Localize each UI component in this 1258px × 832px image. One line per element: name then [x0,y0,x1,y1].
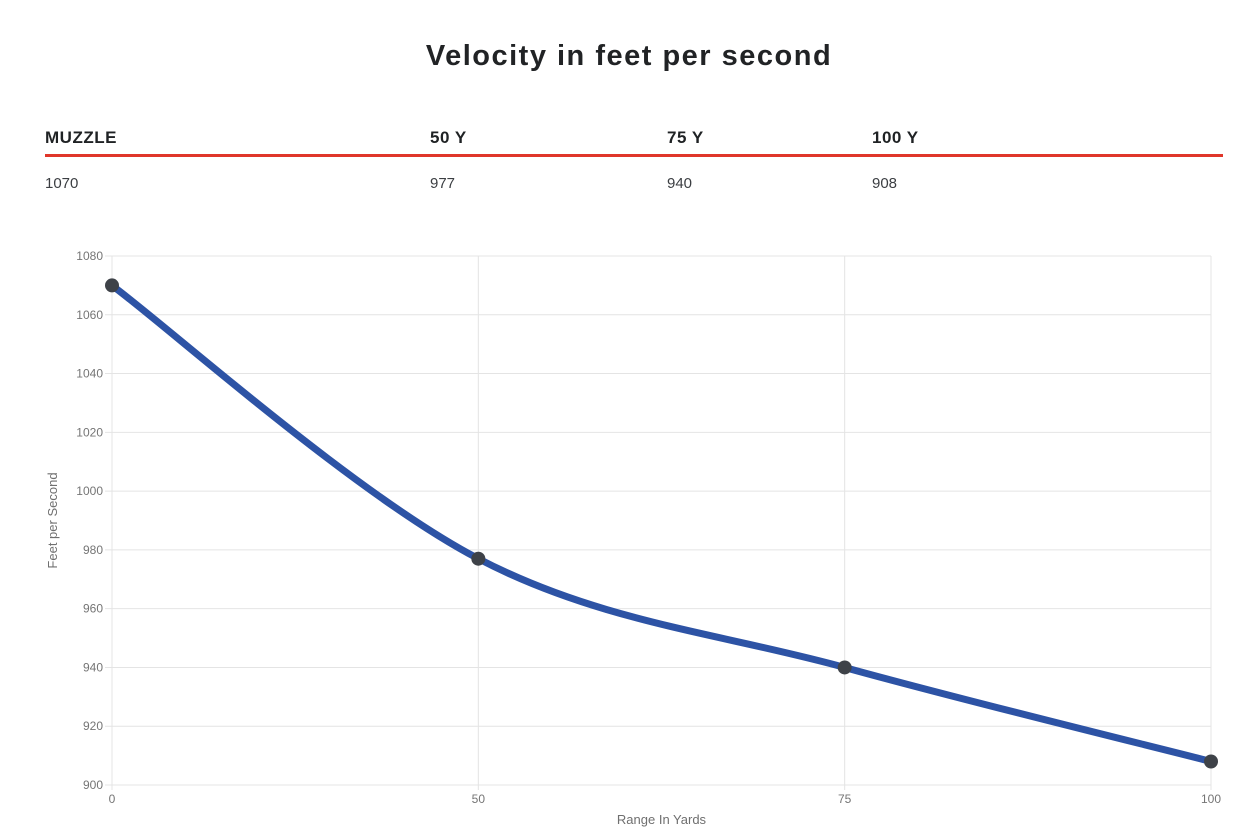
y-axis-tick-label: 1020 [76,425,103,439]
y-axis-tick-label: 980 [83,543,103,557]
y-axis-title: Feet per Second [45,472,60,568]
chart-data-point[interactable] [105,278,119,293]
series-line-velocity[interactable] [109,282,1212,765]
chart-data-point[interactable] [837,660,852,675]
y-axis-tick-label: 1000 [76,484,103,498]
x-axis-tick-label: 100 [1201,792,1221,806]
velocity-table-value-row: 1070 977 940 908 [45,157,1223,192]
y-axis-tick-label: 940 [83,660,103,674]
y-axis-tick-label: 1060 [76,308,103,322]
y-axis-tick-label: 900 [83,778,103,792]
y-axis-tick-label: 1040 [76,367,103,381]
y-axis-tick-label: 920 [83,719,103,733]
x-axis-tick-label: 75 [838,792,852,806]
x-axis-tick-label: 0 [109,792,116,806]
table-value-50y: 977 [430,175,456,192]
table-value-100y: 908 [872,175,898,192]
table-header-muzzle: MUZZLE [45,128,117,147]
page-title: Velocity in feet per second [425,40,833,72]
y-axis-tick-label: 960 [83,602,103,616]
chart-data-point[interactable] [471,551,486,566]
velocity-table-header-row: MUZZLE 50 Y 75 Y 100 Y [45,128,1223,157]
velocity-table: MUZZLE 50 Y 75 Y 100 Y 1070 977 940 908 [45,128,1223,192]
table-header-75y: 75 Y [667,128,704,147]
y-axis-tick-label: 1080 [76,249,103,263]
x-axis-tick-label: 50 [472,792,486,806]
table-header-50y: 50 Y [430,128,467,147]
table-value-muzzle: 1070 [45,175,79,192]
table-value-75y: 940 [667,175,693,192]
x-axis-title: Range In Yards [617,812,707,827]
velocity-chart-canvas[interactable]: 900 920 940 960 980 1000 1020 1040 1060 1080 0 50 75… [0,230,1258,832]
chart-data-point[interactable] [1204,754,1218,769]
velocity-chart[interactable]: 900 920 940 960 980 1000 1020 1040 1060 1080 0 50 75… [0,230,1258,832]
table-header-100y: 100 Y [872,128,919,147]
